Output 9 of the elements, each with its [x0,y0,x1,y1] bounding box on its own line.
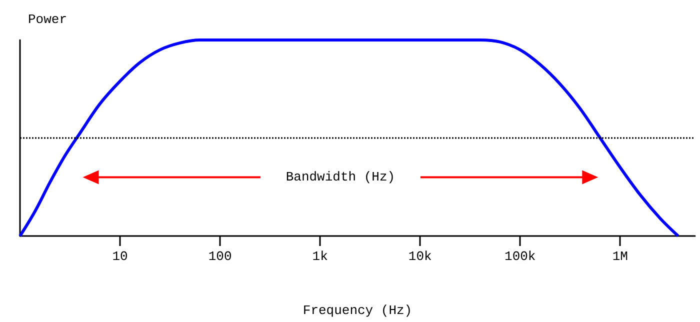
x-axis-title: Frequency (Hz) [302,303,412,318]
annotation: Bandwidth (Hz) [286,170,396,185]
x-tick-label: 100 [208,249,232,264]
y-axis-title: Power [28,12,68,27]
x-tick-label: 100k [504,249,536,264]
x-tick-label: 1M [612,249,628,264]
x-tick-label: 10k [408,249,432,264]
x-tick-label: 1k [312,249,328,264]
x-tick-label: 10 [112,249,128,264]
